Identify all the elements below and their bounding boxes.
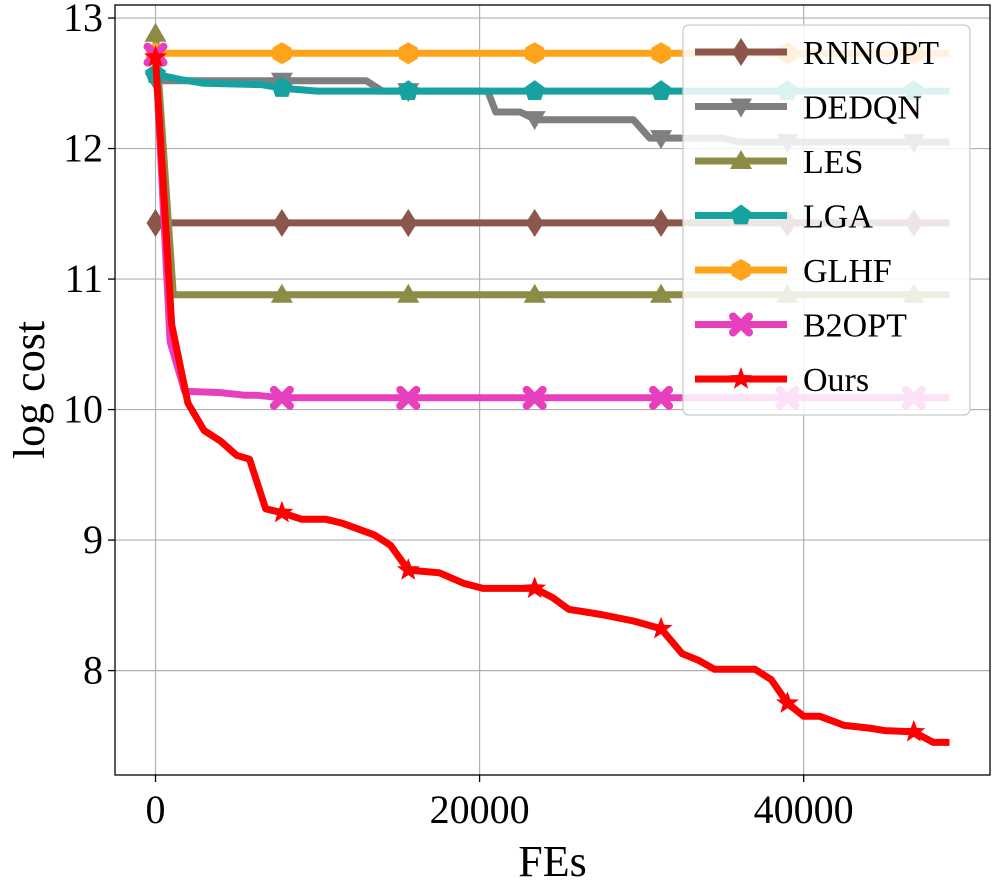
legend-marker-ours xyxy=(729,367,753,389)
legend-item-dedqn: DEDQN xyxy=(695,90,922,127)
data-point-rnnopt xyxy=(146,208,165,237)
data-point-lga xyxy=(271,77,293,97)
data-point-lga xyxy=(650,80,672,100)
legend-item-lga: LGA xyxy=(695,199,873,236)
data-point-ours xyxy=(902,719,926,742)
data-point-les xyxy=(650,283,673,303)
data-point-ours xyxy=(776,691,799,713)
y-tick-label: 10 xyxy=(63,387,103,432)
legend: RNNOPT DEDQN LES LGA GLHF B2OPT Ours xyxy=(682,24,971,416)
data-point-rnnopt xyxy=(272,208,291,237)
data-point-ours xyxy=(396,558,420,580)
legend-label-les: LES xyxy=(803,144,863,181)
y-tick-label: 12 xyxy=(63,126,103,171)
data-point-rnnopt xyxy=(652,208,671,237)
x-axis-label: FEs xyxy=(518,837,586,886)
legend-label-ours: Ours xyxy=(803,362,869,399)
data-point-lga xyxy=(397,80,419,100)
legend-marker-b2opt xyxy=(729,312,753,337)
data-point-ours xyxy=(144,45,167,67)
legend-marker-dedqn xyxy=(730,98,752,118)
y-axis-label: log cost xyxy=(5,321,54,459)
x-tick-label: 40000 xyxy=(754,787,854,832)
legend-item-ours: Ours xyxy=(695,362,869,399)
tick-labels: 0 20000 40000 8 9 10 11 12 13 xyxy=(63,0,854,832)
data-point-ours xyxy=(523,576,547,599)
legend-item-rnnopt: RNNOPT xyxy=(695,35,939,72)
data-point-les xyxy=(397,283,420,303)
legend-box xyxy=(682,24,971,416)
y-tick-label: 13 xyxy=(63,0,103,40)
data-point-rnnopt xyxy=(525,208,544,237)
legend-item-les: LES xyxy=(695,144,863,181)
legend-marker-glhf xyxy=(731,259,751,281)
legend-marker-rnnopt xyxy=(732,38,750,66)
plot-frame xyxy=(114,4,991,776)
data-point-glhf xyxy=(651,42,671,65)
data-point-les xyxy=(144,22,167,42)
legend-label-dedqn: DEDQN xyxy=(803,90,922,127)
y-tick-label: 8 xyxy=(83,648,103,693)
data-point-b2opt xyxy=(269,385,294,410)
data-point-dedqn xyxy=(650,130,673,150)
data-point-b2opt xyxy=(522,385,547,410)
data-point-glhf xyxy=(272,42,292,65)
y-tick-label: 11 xyxy=(64,256,103,301)
data-point-b2opt xyxy=(396,385,421,410)
data-point-ours xyxy=(649,616,673,639)
x-tick-label: 0 xyxy=(146,787,166,832)
legend-label-rnnopt: RNNOPT xyxy=(803,35,939,72)
data-point-ours xyxy=(270,500,294,523)
data-point-rnnopt xyxy=(399,208,418,237)
series-line-lga xyxy=(154,70,950,95)
data-point-les xyxy=(523,283,546,303)
data-point-dedqn xyxy=(523,111,546,131)
series-line-ours xyxy=(152,56,950,746)
series-ours xyxy=(144,45,950,746)
legend-marker-lga xyxy=(730,204,752,225)
data-point-glhf xyxy=(525,42,545,65)
legend-label-b2opt: B2OPT xyxy=(803,308,907,345)
data-point-b2opt xyxy=(649,385,674,410)
x-tick-label: 20000 xyxy=(430,787,530,832)
y-tick-label: 9 xyxy=(83,517,103,562)
data-point-glhf xyxy=(398,42,418,65)
legend-label-glhf: GLHF xyxy=(803,253,892,290)
legend-item-glhf: GLHF xyxy=(695,253,892,290)
data-point-les xyxy=(270,283,293,303)
legend-label-lga: LGA xyxy=(803,199,873,236)
legend-item-b2opt: B2OPT xyxy=(695,308,907,345)
legend-marker-les xyxy=(730,150,752,169)
data-point-lga xyxy=(524,80,546,100)
